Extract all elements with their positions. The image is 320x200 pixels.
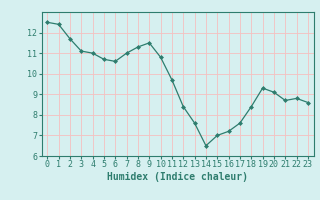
X-axis label: Humidex (Indice chaleur): Humidex (Indice chaleur) [107,172,248,182]
